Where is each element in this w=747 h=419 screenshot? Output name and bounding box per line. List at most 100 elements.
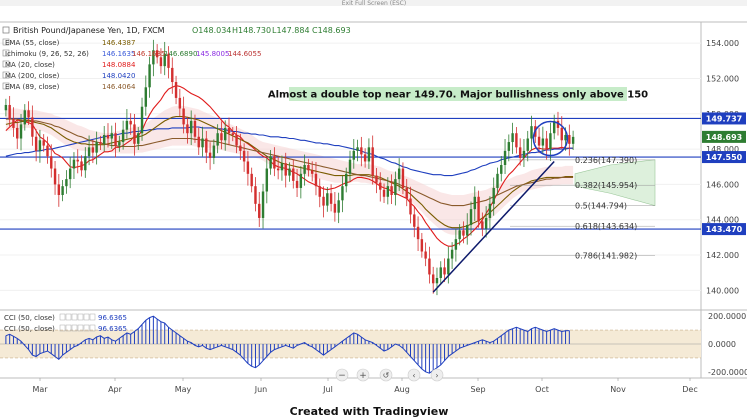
candle-body (125, 120, 129, 130)
price-tag-bg (702, 223, 746, 236)
fibonacci-retracement: 0.236(147.390) 0.382(145.954) 0.5(144.794)… (510, 156, 655, 260)
legend-eye-icon (2, 71, 10, 79)
cci-axis[interactable]: 200.0000 0.0000 -200.0000 (708, 312, 747, 377)
candle-body (276, 168, 280, 171)
candle-body (84, 156, 87, 171)
top-strip (0, 0, 747, 6)
ohlc-close: C148.693 (312, 26, 351, 35)
candle-body (242, 150, 246, 162)
candle-body (552, 120, 556, 134)
candle-body (466, 225, 469, 236)
candle-body (454, 239, 458, 250)
candle-body (171, 67, 174, 83)
candle-body (345, 173, 348, 187)
ohlc-high: H148.730 (232, 26, 271, 35)
candle-body (95, 142, 98, 153)
price-tick-label: 152.000 (706, 74, 739, 83)
chart-header: British Pound/Japanese Yen, 1D, FXCM O14… (2, 26, 351, 35)
candle-body (507, 142, 511, 151)
zoom-out-button[interactable] (335, 368, 349, 382)
candle-body (295, 180, 299, 188)
price-tags: 149.737 148.693 147.550 143.470 (702, 112, 746, 236)
candle-body (379, 182, 382, 190)
candle-body (477, 196, 480, 222)
candle-body (492, 187, 495, 204)
candle-body (503, 150, 507, 165)
legend-control-icon (59, 324, 66, 332)
zoom-in-button[interactable] (356, 368, 370, 382)
candle-body (341, 186, 344, 201)
indicator-legend: EMA (55, close) 146.4387 Ichimoku (9, 26, … (2, 38, 261, 91)
candle-body (522, 150, 526, 158)
candle-body (356, 147, 359, 151)
scroll-left-button[interactable] (407, 368, 421, 382)
minus-icon: − (338, 371, 346, 381)
candle-body (265, 168, 269, 192)
time-tick-label: Oct (535, 385, 549, 394)
reset-button[interactable] (379, 368, 393, 382)
price-tag-text: 149.737 (706, 114, 742, 123)
ohlc-low: L147.884 (272, 26, 310, 35)
candle-body (303, 165, 306, 174)
candle-body (537, 136, 541, 146)
candle-body (360, 147, 363, 155)
candle-body (197, 136, 200, 148)
time-axis[interactable]: Mar Apr May Jun Jul Aug Sep Oct Nov Dec (32, 378, 698, 394)
candle-body (484, 217, 488, 229)
candle-body (568, 134, 571, 144)
candle-body (159, 57, 163, 67)
candle-body (518, 147, 522, 158)
symbol-title[interactable]: British Pound/Japanese Yen, 1D, FXCM (13, 26, 165, 35)
candle-body (496, 173, 499, 188)
price-pane: 0.236(147.390) 0.382(145.954) 0.5(144.794)… (0, 39, 701, 296)
candle-body (413, 214, 416, 227)
candle-body (34, 136, 38, 151)
candle-body (87, 147, 91, 157)
annotation-box (289, 87, 627, 101)
candle-body (352, 150, 355, 160)
candle-body (299, 173, 303, 188)
candle-body (178, 97, 182, 109)
candle-body (110, 133, 113, 139)
candle-body (208, 152, 212, 158)
scroll-right-button[interactable] (430, 368, 444, 382)
cci-legend-label: CCI (50, close) (4, 325, 55, 333)
candle-body (212, 145, 216, 158)
candle-body (292, 168, 295, 181)
candle-body (23, 110, 27, 125)
cci-legend-value: 96.6365 (98, 325, 127, 333)
cci-legend-label: CCI (50, close) (4, 314, 55, 322)
navigation-controls: − + ↺ ‹ › (335, 368, 444, 382)
candle-body (424, 251, 427, 259)
ichimoku-value: 146.6890 (164, 50, 197, 58)
candle-body (500, 165, 503, 174)
candle-body (386, 186, 390, 197)
ichimoku-value: 146.1635 (132, 50, 165, 58)
grid (0, 42, 701, 291)
candle-body (27, 110, 30, 118)
exit-fullscreen-link[interactable]: Exit Full Screen (ESC) (342, 0, 406, 7)
candle-body (201, 138, 204, 148)
candle-body (216, 133, 219, 146)
candle-body (348, 159, 352, 174)
legend-control-icon (71, 324, 78, 332)
candle-body (458, 230, 461, 240)
candle-body (16, 127, 19, 139)
collapse-icon[interactable] (2, 26, 10, 34)
chevron-right-icon: › (435, 371, 438, 380)
legend-control-icon (83, 313, 90, 321)
candle-body (80, 161, 83, 171)
candle-body (42, 140, 45, 146)
horizontal-levels (0, 117, 701, 230)
candle-body (31, 117, 34, 137)
trend-drawings (432, 120, 569, 293)
candle-body (318, 186, 321, 197)
candle-body (106, 134, 110, 139)
price-tag-bg (702, 130, 746, 143)
price-tick-label: 144.000 (706, 216, 739, 225)
cci-tick-label: -200.0000 (708, 368, 747, 377)
candle-body (556, 120, 560, 128)
candle-body (102, 134, 106, 144)
candle-body (307, 165, 310, 171)
